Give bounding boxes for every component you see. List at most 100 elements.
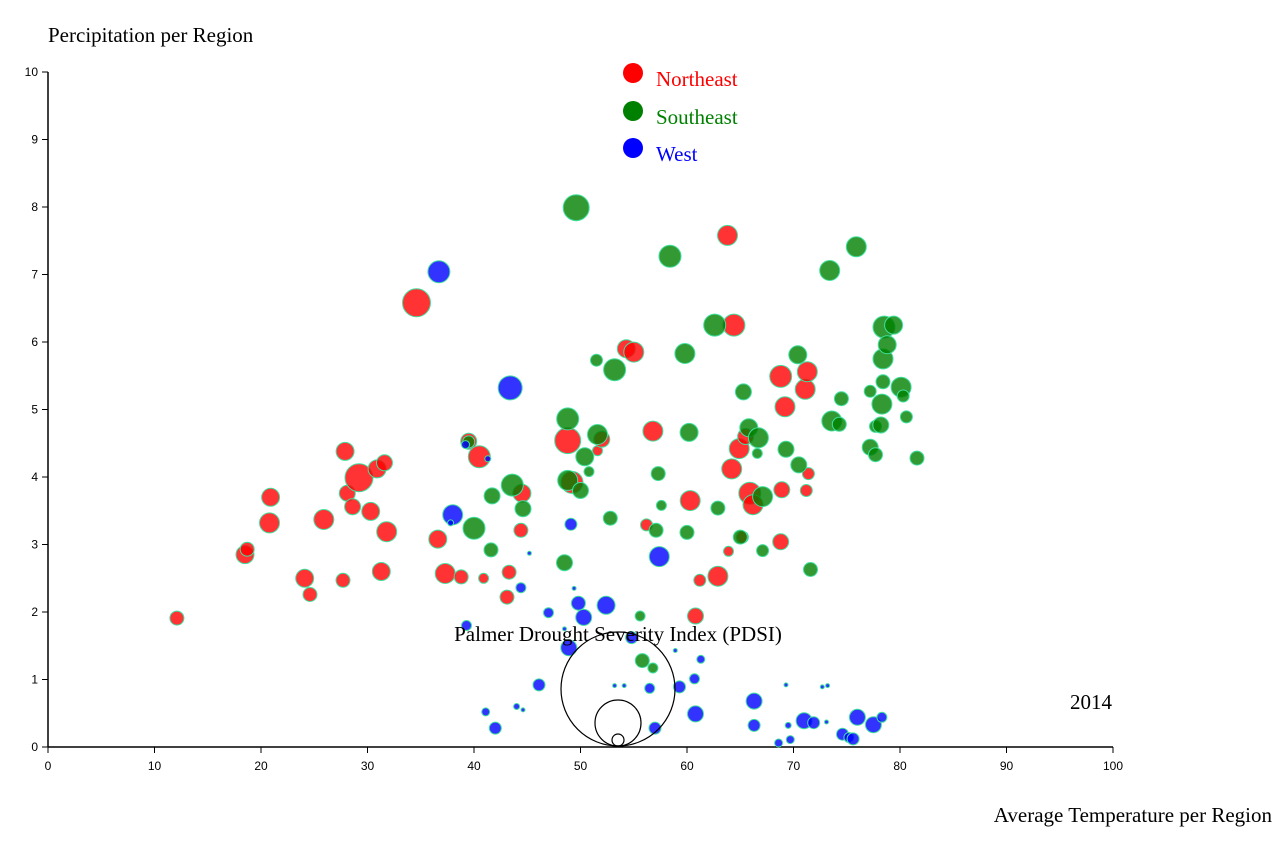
point-southeast <box>777 440 795 458</box>
point-northeast <box>295 568 315 588</box>
point-west <box>807 716 821 730</box>
point-southeast <box>650 466 666 482</box>
axes: 0 10 20 30 40 50 60 70 80 90 100 0 1 2 3 4 5 6 7 8 9 10 <box>25 65 1124 773</box>
point-west <box>846 732 860 746</box>
point-southeast <box>634 653 650 669</box>
point-west <box>564 517 578 531</box>
point-northeast <box>687 607 704 625</box>
x-tick-label: 100 <box>1103 759 1123 773</box>
point-southeast <box>877 335 897 355</box>
point-southeast <box>634 610 646 622</box>
legend-west-swatch <box>623 138 643 158</box>
legend-southeast-label: Southeast <box>656 105 738 129</box>
point-southeast <box>556 407 580 431</box>
point-northeast <box>261 487 281 507</box>
point-west <box>543 607 554 619</box>
point-northeast <box>554 427 582 455</box>
point-southeast <box>896 389 910 403</box>
data-points <box>169 194 925 748</box>
point-northeast <box>707 565 729 587</box>
size-legend-circle-medium <box>594 699 642 747</box>
point-northeast <box>772 533 790 551</box>
point-northeast <box>717 224 738 246</box>
point-northeast <box>623 341 645 363</box>
point-west <box>461 440 470 450</box>
y-tick-label: 7 <box>31 268 38 282</box>
point-southeast <box>899 410 913 424</box>
x-tick-label: 40 <box>467 759 481 773</box>
point-northeast <box>642 420 664 442</box>
point-southeast <box>514 500 532 518</box>
point-west <box>526 550 532 556</box>
point-northeast <box>478 572 490 584</box>
y-tick-label: 10 <box>25 65 39 79</box>
point-southeast <box>483 542 499 558</box>
point-northeast <box>513 522 529 538</box>
point-west <box>484 455 492 463</box>
point-west <box>648 546 670 568</box>
point-west <box>497 375 523 401</box>
y-tick-label: 2 <box>31 605 38 619</box>
point-southeast <box>483 487 501 505</box>
point-northeast <box>344 498 362 516</box>
x-tick-label: 50 <box>574 759 588 773</box>
point-west <box>447 519 455 527</box>
point-west <box>848 708 866 726</box>
x-tick-label: 60 <box>680 759 694 773</box>
point-west <box>784 721 792 729</box>
point-west <box>513 703 521 710</box>
y-axis-label: Percipitation per Region <box>48 23 254 47</box>
point-northeast <box>239 541 255 557</box>
point-northeast <box>773 481 791 499</box>
point-west <box>673 680 686 694</box>
point-northeast <box>335 572 351 588</box>
size-legend-title: Palmer Drought Severity Index (PDSI) <box>454 622 782 646</box>
point-southeast <box>562 194 590 222</box>
point-southeast <box>703 313 727 337</box>
point-northeast <box>799 484 813 497</box>
legend-northeast-swatch <box>623 63 643 83</box>
point-northeast <box>376 454 393 472</box>
point-west <box>696 654 706 664</box>
point-southeast <box>734 383 752 401</box>
point-west <box>575 608 593 626</box>
x-tick-label: 90 <box>1000 759 1014 773</box>
point-west <box>672 648 678 653</box>
point-southeast <box>788 345 808 365</box>
point-northeast <box>801 467 815 481</box>
legend-northeast-label: Northeast <box>656 67 738 91</box>
point-southeast <box>747 427 769 449</box>
point-southeast <box>603 358 627 382</box>
legend-west-label: West <box>656 142 698 166</box>
point-southeast <box>831 416 847 432</box>
point-southeast <box>884 315 904 335</box>
point-west <box>785 735 795 745</box>
point-southeast <box>871 393 893 415</box>
point-west <box>571 585 577 591</box>
point-northeast <box>723 545 734 557</box>
point-west <box>825 683 831 689</box>
point-west <box>689 673 700 685</box>
point-southeast <box>732 529 748 545</box>
point-northeast <box>721 458 743 480</box>
size-legend-circle-large <box>560 631 676 747</box>
point-southeast <box>655 499 667 511</box>
point-northeast <box>693 573 707 587</box>
point-west <box>819 684 825 690</box>
point-southeast <box>648 522 664 538</box>
point-west <box>570 595 586 611</box>
point-northeast <box>774 396 796 418</box>
point-west <box>774 738 784 748</box>
point-southeast <box>572 482 589 499</box>
point-northeast <box>302 587 318 602</box>
point-west <box>864 716 882 734</box>
y-tick-label: 5 <box>31 403 38 417</box>
point-northeast <box>501 564 517 580</box>
color-legend: Northeast Southeast West <box>623 63 738 166</box>
point-southeast <box>756 544 770 558</box>
size-legend-circle-small <box>611 733 625 747</box>
x-axis-label: Average Temperature per Region <box>994 803 1273 827</box>
x-tick-label: 10 <box>148 759 162 773</box>
point-southeast <box>647 662 659 674</box>
